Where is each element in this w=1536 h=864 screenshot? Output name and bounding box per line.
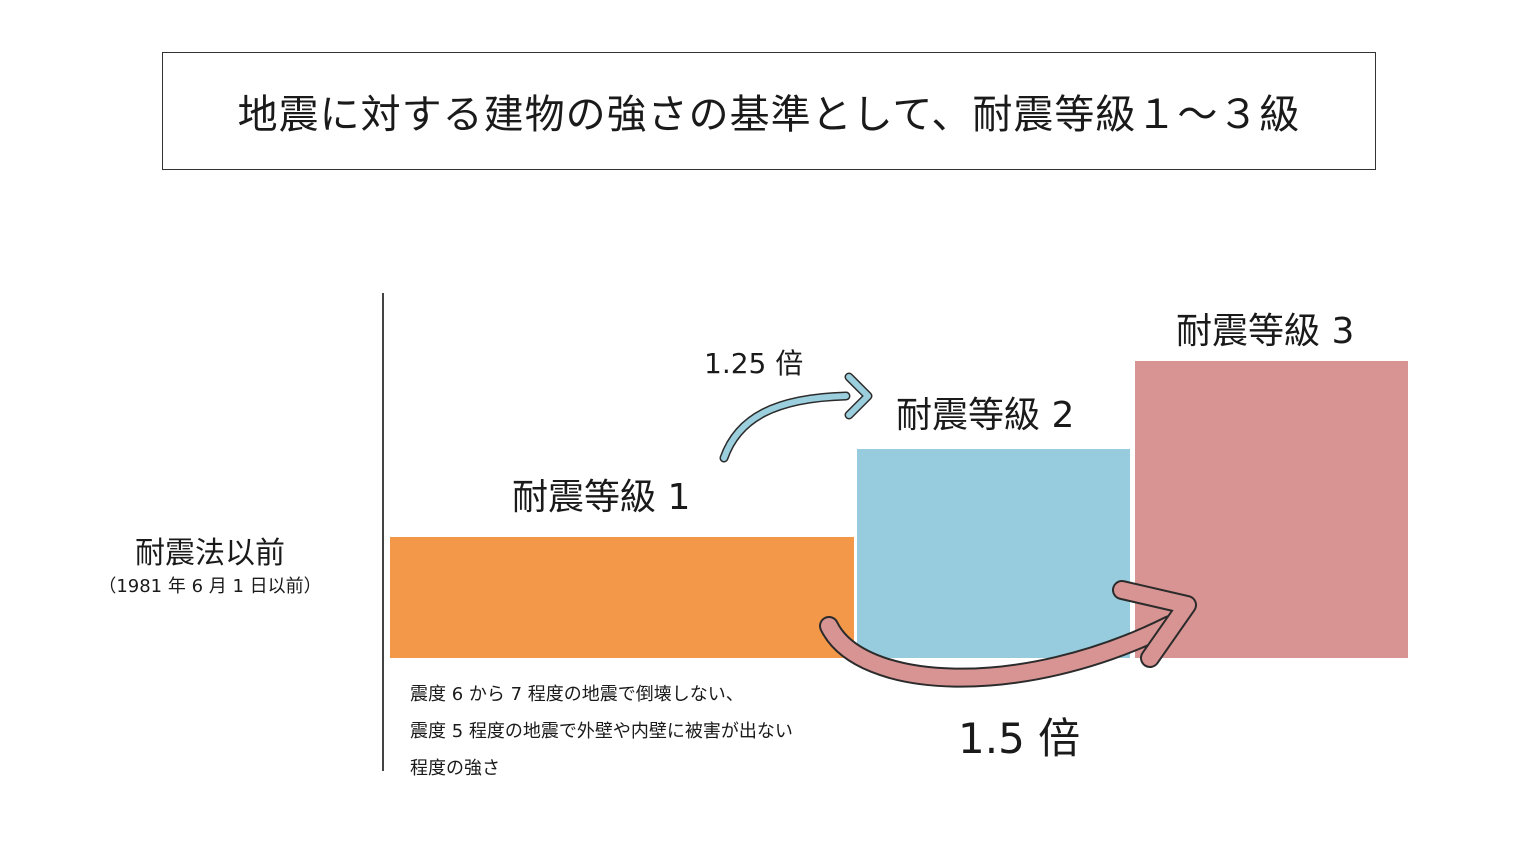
before-law-sublabel: （1981 年 6 月 1 日以前） <box>98 576 322 597</box>
grade-2-label: 耐震等級 2 <box>896 395 1075 436</box>
grade-2-bar <box>857 449 1130 658</box>
pink-arrow <box>819 580 1197 688</box>
grade-1-description: 震度 6 から 7 程度の地震で倒壊しない、 震度 5 程度の地震で外壁や内壁に… <box>410 676 793 787</box>
blue-arrow <box>719 372 873 463</box>
description-line: 震度 5 程度の地震で外壁や内壁に被害が出ない <box>410 721 793 742</box>
before-law-label: 耐震法以前 <box>135 536 285 571</box>
description-line: 震度 6 から 7 程度の地震で倒壊しない、 <box>410 684 744 705</box>
grade-1-label: 耐震等級 1 <box>512 477 691 518</box>
ratio-grade-3: 1.5 倍 <box>958 714 1081 763</box>
ratio-grade-2: 1.25 倍 <box>704 347 804 380</box>
vertical-divider <box>382 293 384 771</box>
title-box: 地震に対する建物の強さの基準として、耐震等級１～３級 <box>162 52 1376 170</box>
grade-1-bar <box>390 537 854 658</box>
description-line: 程度の強さ <box>410 758 500 779</box>
page-title: 地震に対する建物の強さの基準として、耐震等級１～３級 <box>237 92 1301 138</box>
grade-3-label: 耐震等級 3 <box>1176 311 1355 352</box>
